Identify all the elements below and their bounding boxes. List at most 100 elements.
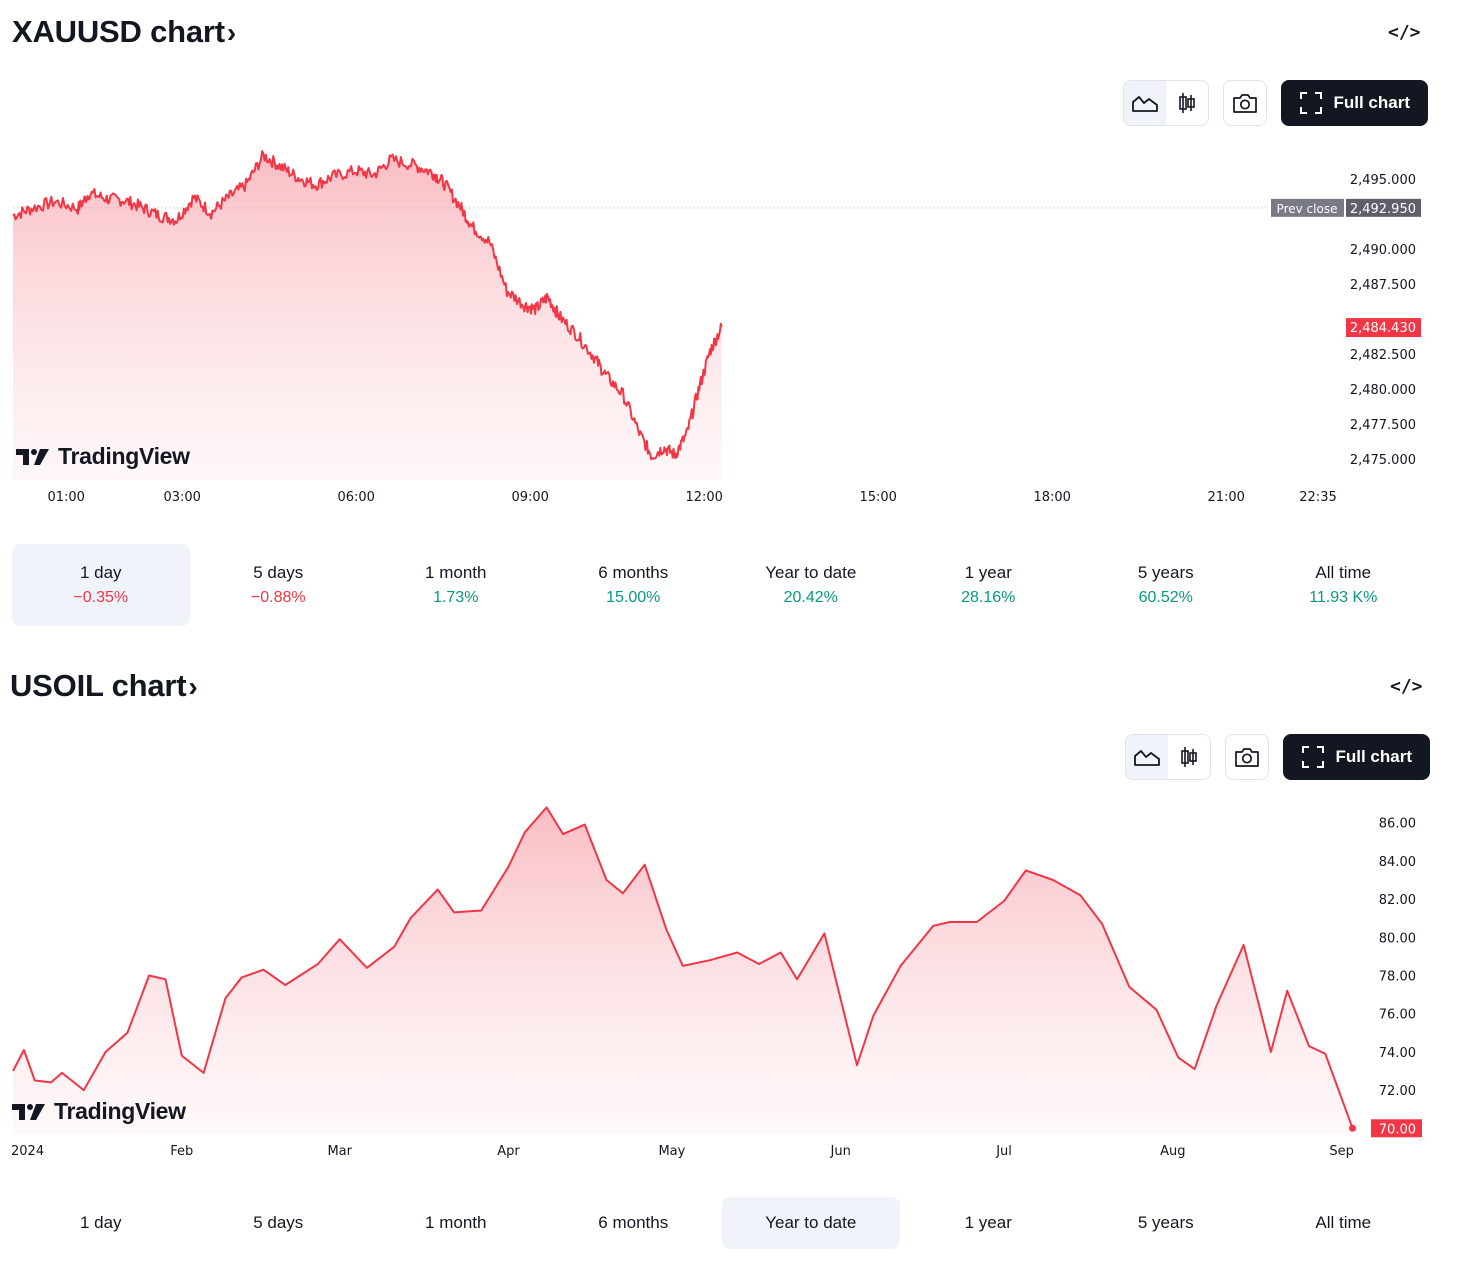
range-tab-label: 5 years — [1137, 563, 1194, 582]
range-tab-label: Year to date — [765, 563, 857, 582]
area-chart-button[interactable] — [1124, 81, 1167, 125]
xauusd-tab-year-to-date[interactable]: Year to date 20.42% — [722, 544, 900, 626]
candles-icon — [1179, 93, 1196, 113]
y-tick-label: 2,480.000 — [1350, 383, 1416, 398]
usoil-tab-5-years[interactable]: 5 years — [1077, 1197, 1255, 1249]
range-tab-label: 5 days — [253, 563, 304, 582]
x-tick-label: Mar — [327, 1144, 352, 1159]
x-tick-label: Sep — [1329, 1144, 1354, 1159]
tradingview-logo-icon — [16, 448, 49, 465]
y-tick-label: 86.00 — [1379, 817, 1416, 832]
y-tick-label: 2,477.500 — [1350, 418, 1416, 433]
range-tab-change: 20.42% — [783, 589, 838, 606]
usoil-chart-toolbar: Full chart — [1125, 734, 1430, 780]
xauusd-tab-6-months[interactable]: 6 months 15.00% — [545, 544, 723, 626]
x-tick-label: 18:00 — [1033, 490, 1070, 505]
y-tick-label: 76.00 — [1379, 1008, 1416, 1023]
chart-style-switcher — [1125, 734, 1212, 780]
range-tab-change: 11.93 K% — [1309, 589, 1378, 606]
tradingview-logo-icon — [12, 1103, 45, 1120]
xauusd-range-tabs: 1 day −0.35% 5 days −0.88% 1 month 1.73% 6 mon… — [12, 544, 1432, 626]
usoil-tab-all-time[interactable]: All time — [1255, 1197, 1433, 1249]
usoil-tab-6-months[interactable]: 6 months — [545, 1197, 723, 1249]
x-tick-label: 01:00 — [47, 490, 84, 505]
xauusd-area-chart[interactable]: 2,495.000 2,490.000 2,487.500 2,482.500 2,48… — [0, 140, 1462, 520]
usoil-area-chart[interactable]: 86.00 84.00 82.00 80.00 78.00 76.00 74.00 72.00… — [0, 794, 1462, 1174]
usoil-tab-1-month[interactable]: 1 month — [367, 1197, 545, 1249]
y-tick-label: 2,487.500 — [1350, 278, 1416, 293]
xauusd-tab-1-month[interactable]: 1 month 1.73% — [367, 544, 545, 626]
xauusd-chart-title[interactable]: XAUUSD chart› — [12, 14, 236, 50]
camera-icon — [1233, 94, 1258, 113]
y-tick-label: 2,475.000 — [1350, 453, 1416, 468]
range-tab-label: Year to date — [765, 1213, 857, 1232]
range-tab-change: 60.52% — [1138, 589, 1193, 606]
snapshot-button[interactable] — [1223, 80, 1268, 126]
xauusd-chart-toolbar: Full chart — [1123, 80, 1428, 126]
usoil-tab-year-to-date[interactable]: Year to date — [722, 1197, 900, 1249]
usoil-range-tabs: 1 day 5 days 1 month 6 months Year to date 1 … — [12, 1197, 1432, 1249]
x-tick-label: Jul — [995, 1144, 1012, 1159]
fullscreen-icon — [1300, 92, 1323, 114]
x-tick-label: 06:00 — [337, 490, 374, 505]
full-chart-button[interactable]: Full chart — [1281, 80, 1428, 126]
prev-close-label: Prev close — [1277, 202, 1338, 216]
y-tick-label: 2,495.000 — [1350, 173, 1416, 188]
range-tab-change: −0.88% — [250, 589, 306, 606]
range-tab-label: 1 year — [964, 1213, 1012, 1232]
x-tick-label: 2024 — [11, 1144, 44, 1159]
xauusd-panel: XAUUSD chart› </> Full chart — [12, 14, 1428, 126]
range-tab-label: All time — [1315, 563, 1372, 582]
x-tick-label: Jun — [830, 1144, 851, 1159]
tradingview-logo[interactable]: TradingView — [16, 443, 190, 470]
xauusd-tab-1-day[interactable]: 1 day −0.35% — [12, 544, 190, 626]
xauusd-tab-1-year[interactable]: 1 year 28.16% — [900, 544, 1078, 626]
xauusd-tab-all-time[interactable]: All time 11.93 K% — [1255, 544, 1433, 626]
candles-icon — [1181, 747, 1198, 767]
embed-code-button[interactable]: </> — [1390, 676, 1423, 697]
prev-close-badge: Prev close 2,492.950 — [1271, 198, 1421, 217]
range-tab-label: 1 day — [79, 563, 122, 582]
usoil-title-text: USOIL chart — [10, 668, 187, 703]
chart-style-switcher — [1123, 80, 1210, 126]
usoil-tab-5-days[interactable]: 5 days — [190, 1197, 368, 1249]
tradingview-logo[interactable]: TradingView — [12, 1098, 186, 1125]
x-tick-label: Aug — [1160, 1144, 1185, 1159]
x-tick-label: 03:00 — [163, 490, 200, 505]
y-tick-label: 72.00 — [1379, 1084, 1416, 1099]
range-tab-label: 6 months — [598, 1213, 669, 1232]
x-tick-label: 15:00 — [859, 490, 896, 505]
range-tab-label: All time — [1315, 1213, 1372, 1232]
usoil-chart-title[interactable]: USOIL chart› — [10, 668, 198, 704]
x-tick-label: 09:00 — [511, 490, 548, 505]
chevron-right-icon: › — [188, 671, 198, 702]
area-chart-button[interactable] — [1126, 735, 1169, 779]
candles-chart-button[interactable] — [1166, 81, 1208, 125]
full-chart-button[interactable]: Full chart — [1283, 734, 1430, 780]
x-tick-label: 22:35 — [1299, 490, 1336, 505]
usoil-tab-1-day[interactable]: 1 day — [12, 1197, 190, 1249]
range-tab-label: 1 year — [964, 563, 1012, 582]
x-tick-label: Apr — [497, 1144, 520, 1159]
y-tick-label: 74.00 — [1379, 1046, 1416, 1061]
usoil-price-line — [12, 806, 1354, 1129]
embed-code-button[interactable]: </> — [1388, 22, 1421, 43]
xauusd-area-fill — [13, 151, 722, 481]
xauusd-tab-5-days[interactable]: 5 days −0.88% — [190, 544, 368, 626]
usoil-panel: USOIL chart› </> Full chart — [0, 654, 1462, 1267]
x-tick-label: May — [658, 1144, 685, 1159]
usoil-tab-1-year[interactable]: 1 year — [900, 1197, 1078, 1249]
range-tab-change: 1.73% — [433, 589, 479, 606]
range-tab-label: 1 month — [425, 563, 487, 582]
range-tab-label: 1 day — [79, 1213, 122, 1232]
x-tick-label: Feb — [170, 1144, 193, 1159]
snapshot-button[interactable] — [1225, 734, 1270, 780]
area-chart-icon — [1132, 96, 1159, 112]
last-price-badge — [1346, 318, 1421, 338]
full-chart-label: Full chart — [1335, 747, 1412, 766]
xauusd-title-text: XAUUSD chart — [12, 14, 225, 49]
usoil-last-point — [1349, 1124, 1357, 1132]
candles-chart-button[interactable] — [1168, 735, 1210, 779]
range-tab-change: −0.35% — [73, 589, 129, 606]
xauusd-tab-5-years[interactable]: 5 years 60.52% — [1077, 544, 1255, 626]
